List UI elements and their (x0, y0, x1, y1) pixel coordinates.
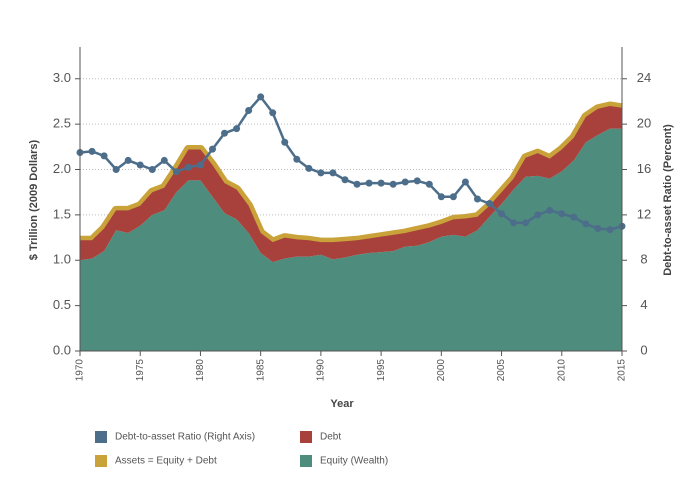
x-tick-label: 1970 (75, 359, 86, 382)
y2-tick-label: 4 (640, 297, 647, 312)
x-tick-label: 2010 (556, 359, 567, 382)
ratio-point (377, 179, 385, 187)
ratio-point (437, 193, 445, 201)
ratio-point (196, 161, 204, 169)
y-axis-title: $ Trillion (2009 Dollars) (28, 139, 40, 260)
ratio-point (329, 169, 337, 177)
legend-label: Debt (320, 432, 341, 443)
ratio-point (389, 180, 397, 188)
x-tick-label: 1990 (316, 359, 327, 382)
ratio-point (449, 193, 457, 201)
y2-tick-label: 20 (637, 116, 651, 131)
y2-tick-label: 24 (637, 70, 651, 85)
ratio-point (305, 164, 313, 172)
y2-tick-label: 8 (640, 252, 647, 267)
ratio-point (257, 93, 265, 101)
ratio-point (148, 166, 156, 174)
y2-tick-label: 12 (637, 206, 651, 221)
ratio-point (534, 211, 542, 219)
ratio-point (473, 195, 481, 203)
ratio-point (546, 206, 554, 214)
y2-tick-label: 16 (637, 161, 651, 176)
ratio-point (221, 129, 229, 137)
ratio-point (582, 220, 590, 228)
ratio-point (522, 219, 530, 227)
ratio-point (498, 210, 506, 218)
ratio-point (365, 179, 373, 187)
y-tick-label: 3.0 (53, 70, 71, 85)
ratio-point (112, 166, 120, 174)
y2-axis-title: Debt-to-asset Ratio (Percent) (662, 124, 674, 276)
ratio-point (124, 156, 132, 164)
ratio-point (233, 125, 241, 133)
ratio-point (413, 177, 421, 185)
y-tick-label: 0.0 (53, 342, 71, 357)
area (80, 128, 622, 351)
ratio-point (425, 180, 433, 188)
ratio-point (558, 210, 566, 218)
ratio-point (461, 178, 469, 186)
x-axis-title: Year (330, 398, 354, 410)
area (80, 105, 622, 263)
x-tick-label: 1985 (255, 359, 266, 382)
ratio-point (160, 156, 168, 164)
y-tick-label: 1.5 (53, 206, 71, 221)
ratio-point (341, 176, 349, 184)
legend-label: Equity (Wealth) (320, 456, 388, 467)
x-tick-label: 1980 (195, 359, 206, 382)
legend-swatch (300, 455, 312, 467)
ratio-point (353, 180, 361, 188)
y2-tick-label: 0 (640, 342, 647, 357)
legend-label: Assets = Equity + Debt (115, 456, 217, 467)
x-tick-label: 2005 (496, 359, 507, 382)
x-tick-label: 2015 (617, 359, 628, 382)
ratio-point (293, 155, 301, 163)
x-tick-label: 1975 (135, 359, 146, 382)
ratio-point (606, 226, 614, 234)
legend-swatch (300, 431, 312, 443)
ratio-point (317, 169, 325, 177)
ratio-point (100, 152, 108, 160)
y-tick-label: 0.5 (53, 297, 71, 312)
ratio-line (79, 94, 623, 231)
ratio-point (269, 109, 277, 117)
ratio-point (184, 163, 192, 171)
ratio-point (401, 178, 409, 186)
ratio-point (245, 107, 253, 115)
legend-swatch (95, 431, 107, 443)
ratio-point (172, 168, 180, 176)
y-tick-label: 2.5 (53, 116, 71, 131)
legend-label: Debt-to-asset Ratio (Right Axis) (115, 432, 255, 443)
y-tick-label: 1.0 (53, 252, 71, 267)
ratio-point (570, 213, 578, 221)
legend-swatch (95, 455, 107, 467)
ratio-point (136, 161, 144, 169)
ratio-point (88, 147, 96, 155)
x-tick-label: 2000 (436, 359, 447, 382)
ratio-point (208, 145, 216, 153)
ratio-point (281, 138, 289, 146)
ratio-point (486, 200, 494, 208)
x-tick-label: 1995 (376, 359, 387, 382)
ratio-point (594, 224, 602, 232)
ratio-point (510, 219, 518, 227)
y-tick-label: 2.0 (53, 161, 71, 176)
